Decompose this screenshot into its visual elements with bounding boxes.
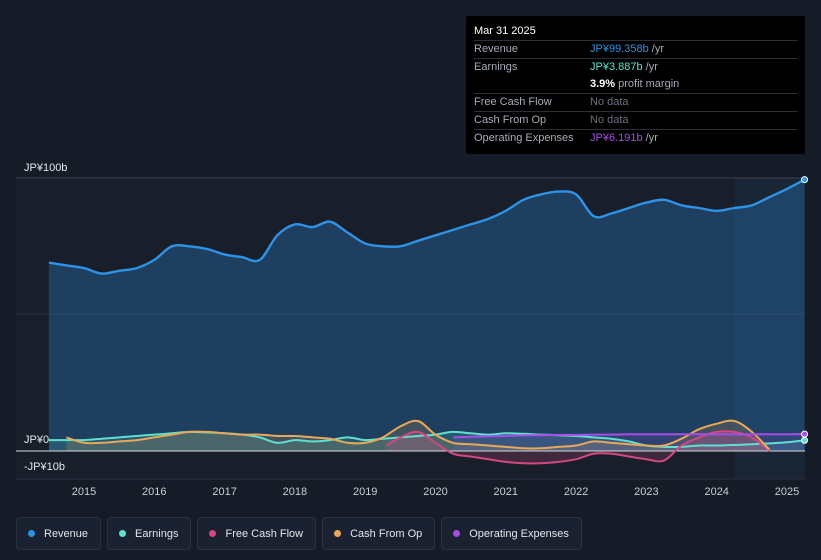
- tooltip-label: Earnings: [474, 61, 518, 73]
- tooltip-row-earnings: Earnings JP¥3.887b /yr: [474, 58, 797, 76]
- legend-dot-icon: [334, 530, 342, 537]
- forecast-band: [734, 178, 805, 479]
- tooltip-value: JP¥3.887b /yr: [590, 61, 658, 73]
- tooltip-label: Cash From Op: [474, 114, 547, 126]
- x-tick-label: 2015: [72, 486, 96, 498]
- area-revenue: [48, 179, 805, 451]
- series-lines: [48, 178, 806, 465]
- x-tick-label: 2022: [564, 486, 588, 498]
- legend-item-earnings[interactable]: Earnings: [107, 517, 192, 550]
- legend-item-revenue[interactable]: Revenue: [16, 517, 102, 550]
- x-axis-ticks: 2015 2016 2017 2018 2019 2020 2021 2022 2023 2024…: [72, 486, 799, 498]
- legend-item-cash-from-op[interactable]: Cash From Op: [322, 517, 436, 550]
- legend-item-free-cash-flow[interactable]: Free Cash Flow: [197, 517, 317, 550]
- legend-dot-icon: [209, 530, 217, 537]
- x-tick-label: 2016: [142, 486, 166, 498]
- legend-dot-icon: [28, 530, 35, 537]
- y-label-top: JP¥100b: [24, 162, 67, 174]
- endpoint-operating-expenses: [801, 430, 809, 438]
- legend-label: Revenue: [44, 527, 89, 540]
- legend-item-operating-expenses[interactable]: Operating Expenses: [441, 517, 582, 550]
- legend-label: Free Cash Flow: [225, 527, 304, 540]
- series-endpoints: [801, 176, 809, 444]
- legend: Revenue Earnings Free Cash Flow Cash Fro…: [16, 517, 582, 550]
- legend-dot-icon: [119, 530, 127, 537]
- tooltip-value: JP¥6.191b /yr: [590, 132, 658, 144]
- plot-background: [16, 178, 805, 479]
- x-tick-label: 2023: [634, 486, 658, 498]
- tooltip-value: JP¥99.358b /yr: [590, 43, 664, 55]
- line-operating-expenses: [453, 433, 805, 439]
- tooltip-row-revenue: Revenue JP¥99.358b /yr: [474, 40, 797, 58]
- tooltip-label: Free Cash Flow: [474, 96, 552, 108]
- legend-label: Cash From Op: [350, 527, 423, 540]
- line-free-cash-flow: [385, 430, 771, 465]
- y-label-negative: -JP¥10b: [24, 461, 65, 473]
- tooltip-value: No data: [590, 114, 629, 126]
- x-tick-label: 2018: [283, 486, 307, 498]
- x-tick-label: 2019: [353, 486, 377, 498]
- tooltip-row-fcf: Free Cash Flow No data: [474, 93, 797, 111]
- x-tick-label: 2025: [775, 486, 799, 498]
- tooltip-row-opex: Operating Expenses JP¥6.191b /yr: [474, 129, 797, 147]
- series-areas: [48, 179, 805, 464]
- x-tick-label: 2024: [704, 486, 728, 498]
- area-operating-expenses: [453, 434, 805, 451]
- tooltip-date: Mar 31 2025: [474, 25, 536, 37]
- tooltip-value: 3.9% profit margin: [590, 78, 680, 90]
- line-revenue: [48, 178, 806, 275]
- tooltip-label: Operating Expenses: [474, 132, 574, 144]
- x-tick-label: 2017: [212, 486, 236, 498]
- legend-label: Earnings: [135, 527, 179, 540]
- tooltip-value: No data: [590, 96, 629, 108]
- area-free-cash-flow: [386, 431, 770, 464]
- x-tick-label: 2021: [494, 486, 518, 498]
- endpoint-earnings: [801, 436, 809, 444]
- tooltip: Mar 31 2025 Revenue JP¥99.358b /yr Earni…: [466, 16, 805, 154]
- y-label-zero: JP¥0: [24, 434, 49, 446]
- tooltip-label: Revenue: [474, 43, 519, 55]
- endpoint-revenue: [801, 176, 809, 184]
- tooltip-row-margin: 3.9% profit margin: [474, 76, 797, 93]
- tooltip-row-cfo: Cash From Op No data: [474, 111, 797, 129]
- line-cash-from-op: [66, 419, 771, 451]
- area-earnings: [48, 431, 805, 451]
- legend-label: Operating Expenses: [469, 527, 569, 540]
- legend-dot-icon: [453, 530, 461, 537]
- x-tick-label: 2020: [423, 486, 447, 498]
- tooltip-label: [474, 76, 590, 93]
